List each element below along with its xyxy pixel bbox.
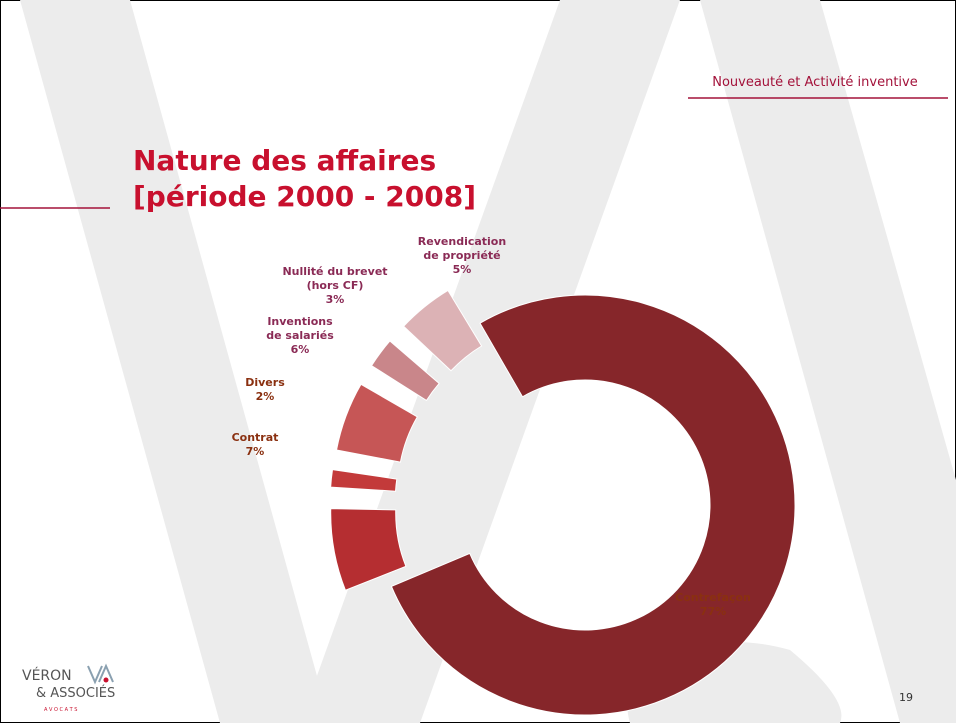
slice-label-line: de salariés [266,329,334,342]
donut-slice [335,383,418,463]
value-label: 77% [700,605,726,618]
donut-slice [402,289,483,372]
chart-title: [période 2000 - 2008] [133,180,476,213]
logo-associates: & ASSOCIÉS [36,685,115,701]
logo-dot [103,677,109,683]
value-label: 3% [326,293,345,306]
logo-tagline: A V O C A T S [44,707,77,713]
chart-title: Nature des affaires [133,144,436,177]
slice-label: Revendication de propriété [418,235,506,262]
slice-label-line: Contrat [232,431,279,444]
slice-label-line: Divers [245,376,285,389]
page-number: 19 [899,691,913,704]
value-label: 6% [291,343,310,356]
slice-label: Nullité du brevet (hors CF) [282,265,387,292]
slice-label: Contrat [232,431,279,444]
donut-slice [330,508,407,591]
value-label: 7% [246,445,265,458]
slice-label: Inventions de salariés [266,315,334,342]
donut-slice [370,340,440,402]
slice-label-line: (hors CF) [307,279,364,292]
value-label: 2% [256,390,275,403]
donut-slice [330,469,398,492]
logo-name: VÉRON [22,667,72,684]
slice-label-line: Nullité du brevet [282,265,387,278]
slice-label-line: Inventions [267,315,333,328]
value-label: 5% [453,263,472,276]
slice-label-line: Revendication [418,235,506,248]
slice-label-line: Contrefaçon [675,591,751,604]
slice-label: Contrefaçon [675,591,751,604]
slice-label: Divers [245,376,285,389]
donut-slice [390,294,796,716]
slice-label-line: de propriété [423,249,500,262]
logo-mark [87,663,114,685]
header: Nouveauté et Activité inventive [712,75,918,90]
